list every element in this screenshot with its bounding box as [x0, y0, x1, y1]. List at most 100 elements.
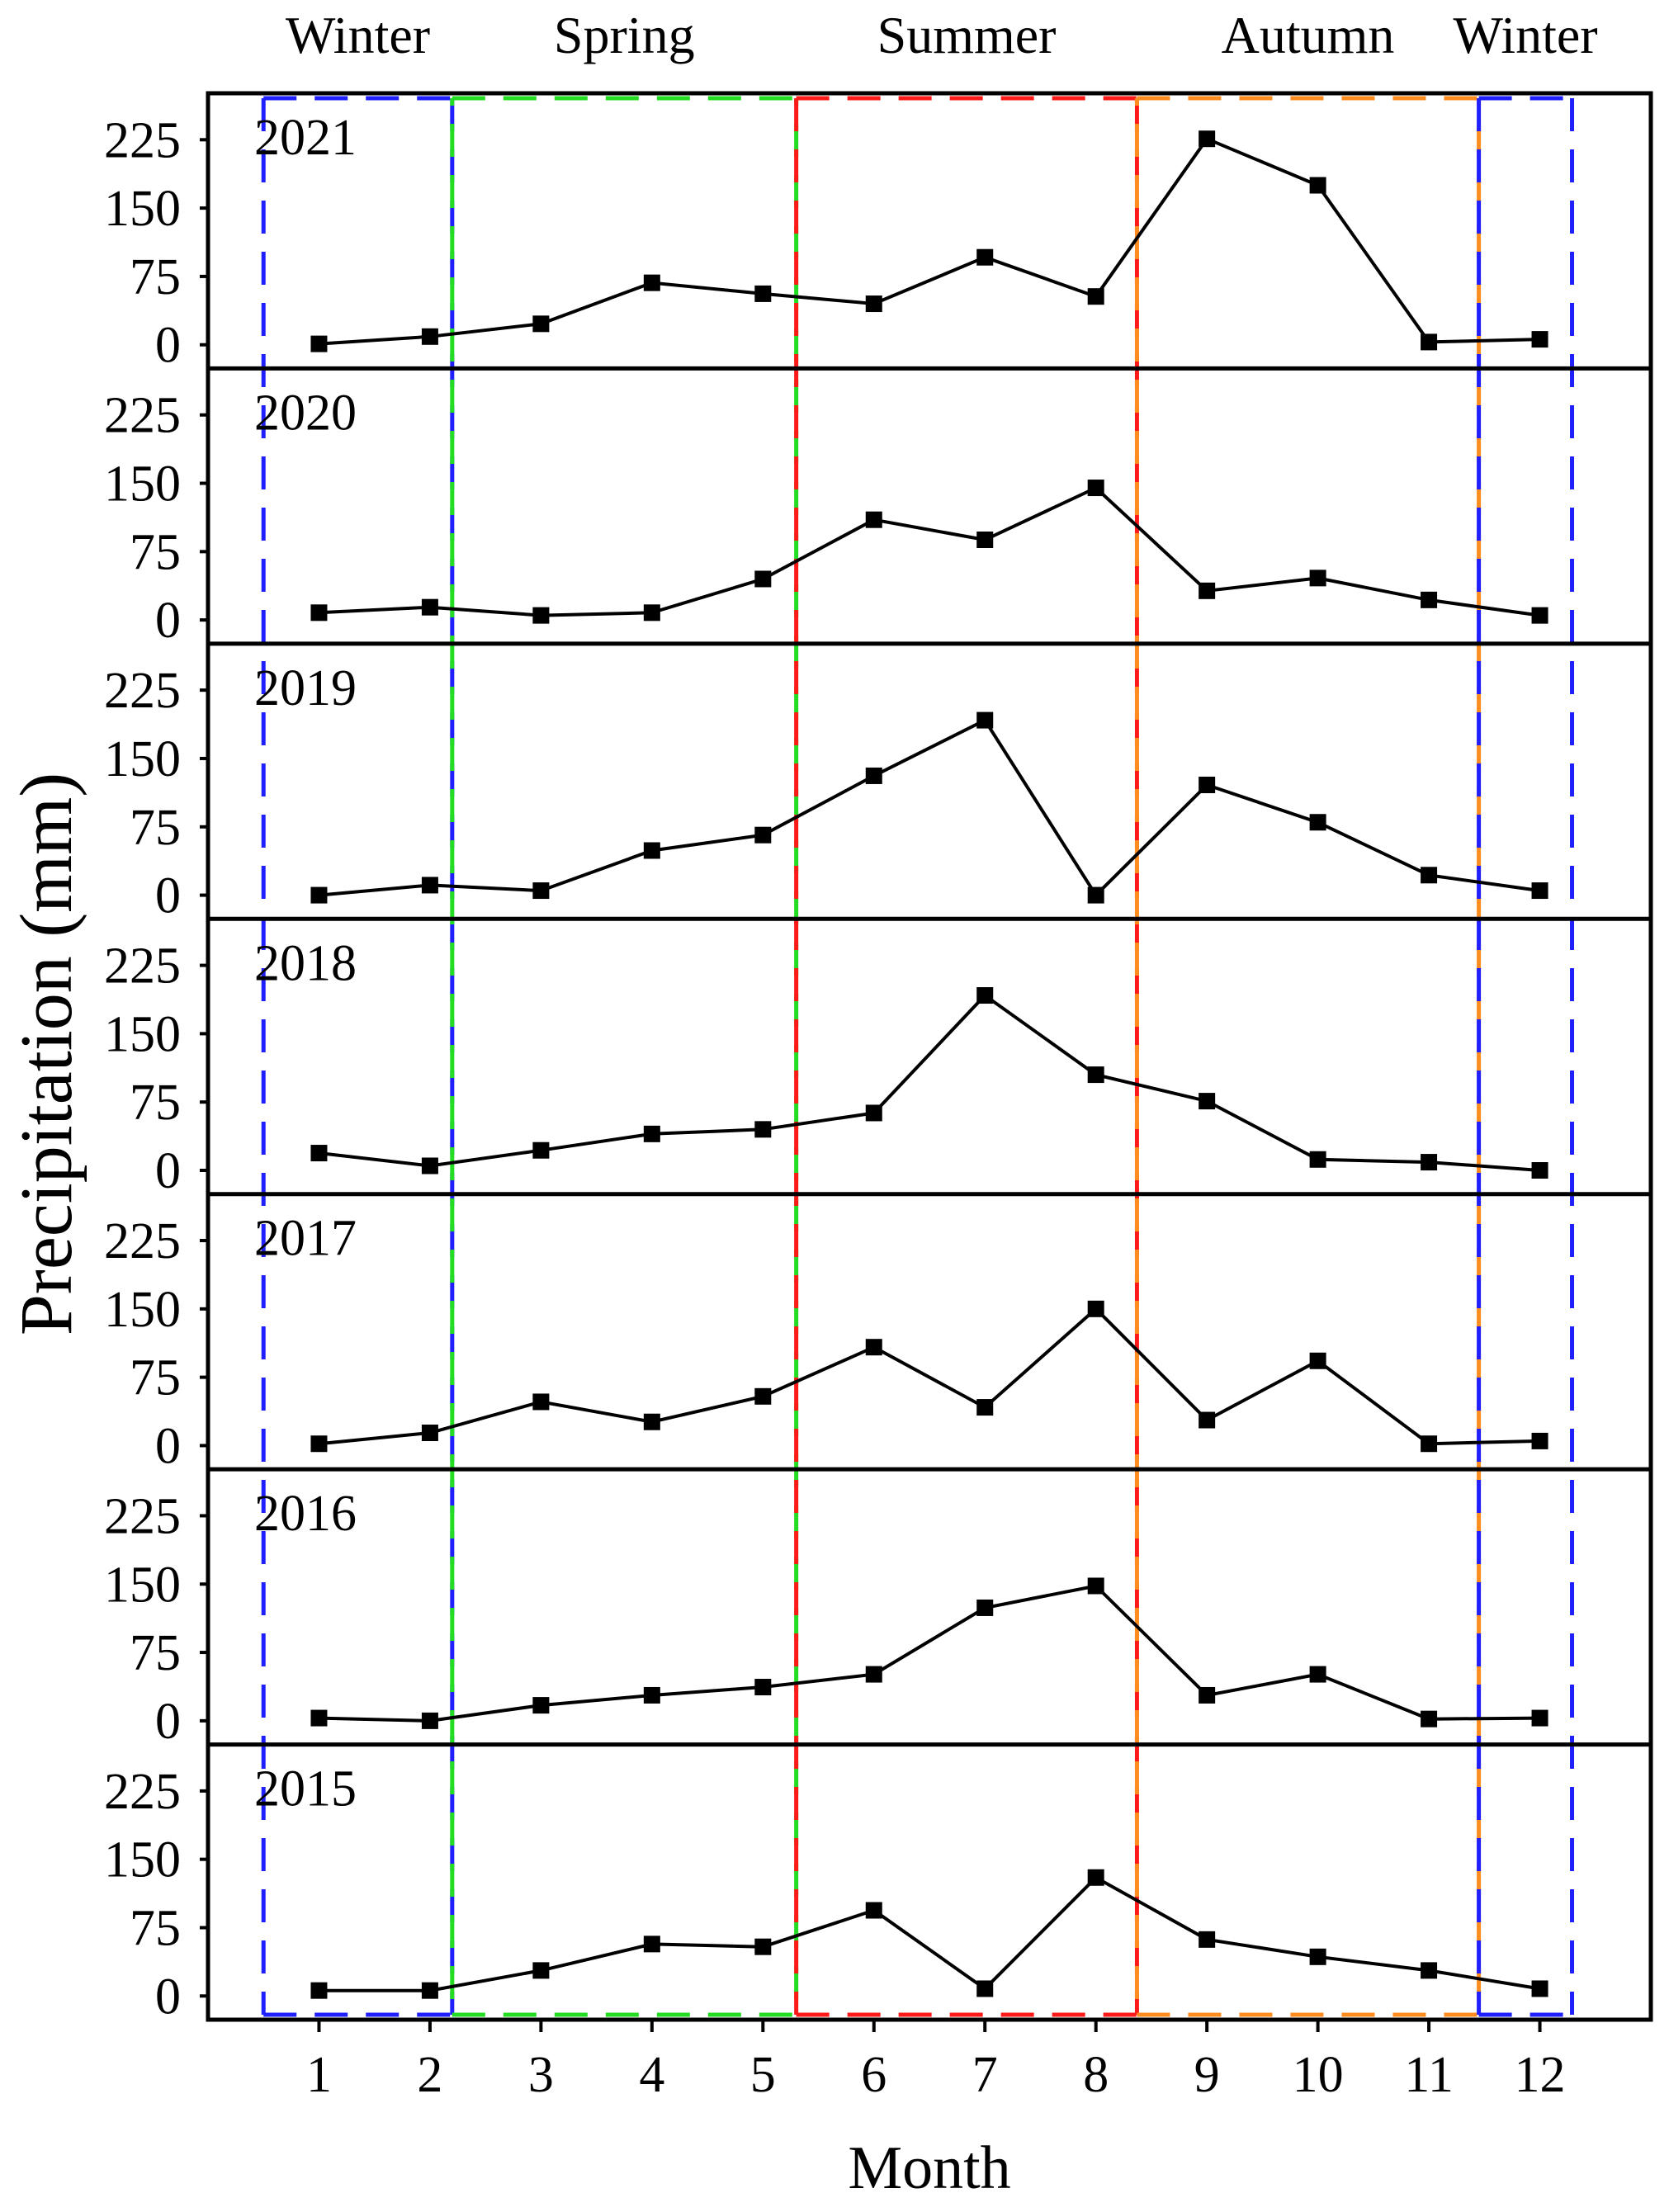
x-tick-label: 8	[1083, 2047, 1109, 2103]
data-point-2019	[1087, 886, 1104, 904]
series-line-2021	[319, 136, 1540, 346]
data-point-2018	[1531, 1162, 1548, 1179]
data-point-2017	[1309, 1352, 1326, 1369]
y-tick-label: 150	[104, 1557, 181, 1613]
series-line-2020	[319, 485, 1540, 617]
data-point-2019	[1309, 814, 1326, 831]
x-tick-label: 5	[750, 2047, 776, 2103]
data-point-2015	[754, 1938, 772, 1955]
data-point-2020	[421, 598, 438, 616]
data-point-2016	[1531, 1709, 1548, 1727]
plot-frame	[206, 91, 1653, 2022]
data-point-2015	[976, 1980, 994, 1997]
data-point-2018	[1421, 1154, 1438, 1171]
x-tick-label: 12	[1515, 2047, 1566, 2103]
y-tick-label: 75	[130, 249, 181, 305]
data-point-2020	[865, 511, 882, 528]
y-axis-label: Precipitation (mm)	[6, 773, 87, 1335]
data-point-2021	[421, 328, 438, 345]
panel-year-label-2021: 2021	[254, 110, 357, 166]
x-tick-label: 6	[861, 2047, 887, 2103]
x-tick-label: 9	[1194, 2047, 1220, 2103]
data-point-2020	[1421, 591, 1438, 608]
y-tick-label: 225	[104, 1764, 181, 1820]
y-tick-label: 0	[155, 318, 181, 374]
x-axis-label: Month	[848, 2134, 1010, 2202]
data-point-2017	[310, 1435, 328, 1453]
season-label-winter: Winter	[286, 6, 430, 64]
data-point-2016	[1087, 1577, 1104, 1595]
axis-ticks: 0 75 150 225 0 75 150 225 0 75 150 225 0 75 150 225 0 75 1…	[104, 112, 1566, 2103]
y-tick-label: 0	[155, 1418, 181, 1474]
data-point-2016	[1199, 1686, 1216, 1704]
data-point-2017	[1087, 1300, 1104, 1317]
data-point-2021	[1199, 130, 1216, 148]
series-line-2017	[319, 1307, 1540, 1446]
chart-labels: Month Precipitation (mm) Winter Spring Sum…	[6, 6, 1598, 2202]
y-tick-label: 75	[130, 1350, 181, 1406]
data-point-2020	[310, 604, 328, 622]
y-tick-label: 150	[104, 1832, 181, 1888]
data-point-2017	[865, 1339, 882, 1356]
plot-frame-group	[206, 91, 1653, 2022]
panel-year-label-2019: 2019	[254, 660, 357, 716]
data-point-2017	[421, 1424, 438, 1441]
data-point-2017	[532, 1393, 550, 1411]
data-point-2016	[976, 1599, 994, 1616]
data-point-2015	[1309, 1948, 1326, 1965]
data-point-2017	[1531, 1432, 1548, 1449]
data-point-2015	[1421, 1962, 1438, 1979]
data-point-2021	[532, 315, 550, 333]
data-point-2018	[1309, 1151, 1326, 1168]
y-tick-label: 75	[130, 800, 181, 856]
data-point-2021	[310, 335, 328, 352]
data-point-2020	[1531, 607, 1548, 624]
data-point-2016	[1309, 1666, 1326, 1683]
x-tick-label: 10	[1293, 2047, 1344, 2103]
y-tick-label: 0	[155, 593, 181, 649]
data-point-2019	[643, 842, 660, 859]
data-point-2015	[1531, 1980, 1548, 1997]
data-point-2016	[754, 1679, 772, 1696]
season-label-winter: Winter	[1453, 6, 1597, 64]
x-tick-label: 4	[639, 2047, 664, 2103]
data-point-2019	[1199, 776, 1216, 793]
data-point-2017	[643, 1413, 660, 1430]
data-point-2018	[754, 1121, 772, 1138]
y-tick-label: 0	[155, 1969, 181, 2025]
y-tick-label: 0	[155, 1694, 181, 1750]
panel-year-label-2016: 2016	[254, 1486, 357, 1542]
data-point-2016	[532, 1697, 550, 1714]
data-point-2019	[421, 877, 438, 894]
panel-year-label-2015: 2015	[254, 1761, 357, 1817]
data-point-2018	[1199, 1093, 1216, 1110]
y-tick-label: 150	[104, 456, 181, 513]
data-point-2020	[532, 607, 550, 624]
y-tick-label: 225	[104, 1213, 181, 1269]
panel-year-label-2018: 2018	[254, 935, 357, 991]
y-tick-label: 75	[130, 524, 181, 580]
data-point-2019	[532, 882, 550, 900]
data-point-2016	[643, 1686, 660, 1704]
y-tick-label: 150	[104, 181, 181, 237]
data-point-2019	[1421, 867, 1438, 884]
y-tick-label: 0	[155, 868, 181, 924]
y-tick-label: 150	[104, 731, 181, 787]
y-tick-label: 225	[104, 112, 181, 168]
y-tick-label: 225	[104, 1488, 181, 1544]
y-tick-label: 75	[130, 1075, 181, 1131]
y-tick-label: 150	[104, 1282, 181, 1338]
data-point-2021	[754, 285, 772, 302]
data-point-2018	[421, 1157, 438, 1175]
data-point-2020	[1087, 480, 1104, 497]
x-tick-label: 11	[1404, 2047, 1454, 2103]
series-line-2016	[319, 1584, 1540, 1723]
data-point-2021	[643, 274, 660, 291]
season-label-summer: Summer	[877, 6, 1057, 64]
data-point-2015	[1199, 1931, 1216, 1948]
data-point-2021	[865, 295, 882, 313]
y-tick-label: 225	[104, 388, 181, 444]
data-point-2020	[754, 570, 772, 588]
panel-separators	[208, 366, 1651, 1747]
